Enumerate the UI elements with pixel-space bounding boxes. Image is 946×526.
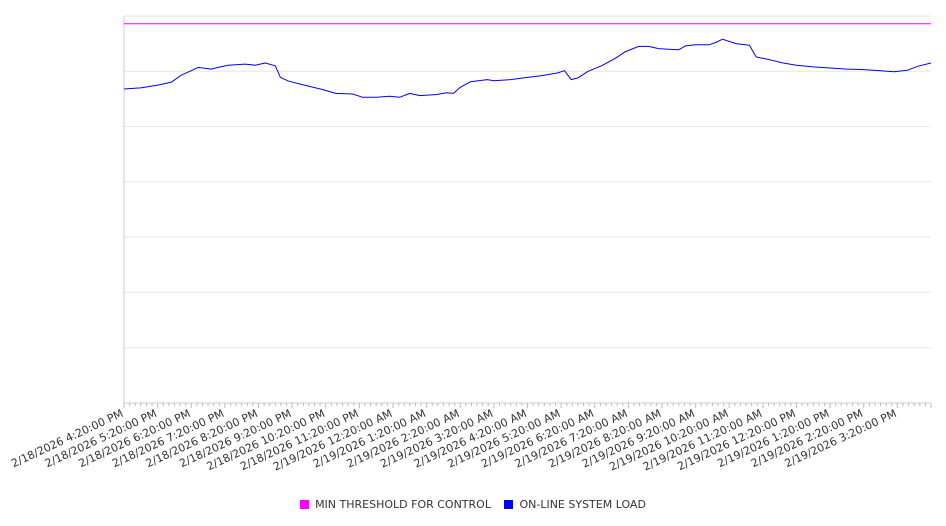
legend-label-system-load: ON-LINE SYSTEM LOAD bbox=[519, 498, 646, 511]
series-line-system-load bbox=[123, 38, 932, 98]
legend-item-threshold[interactable]: MIN THRESHOLD FOR CONTROL bbox=[300, 498, 491, 511]
legend-swatch-threshold bbox=[300, 500, 310, 509]
x-tick-labels: 2/18/2026 4:20:00 PM2/18/2026 5:20:00 PM… bbox=[9, 407, 898, 474]
legend-item-system-load[interactable]: ON-LINE SYSTEM LOAD bbox=[504, 498, 646, 511]
legend-label-threshold: MIN THRESHOLD FOR CONTROL bbox=[315, 498, 491, 511]
series-layer bbox=[123, 23, 932, 98]
axes bbox=[123, 16, 932, 408]
legend-swatch-system-load bbox=[504, 500, 514, 509]
grid bbox=[124, 15, 931, 349]
legend: MIN THRESHOLD FOR CONTROL ON-LINE SYSTEM… bbox=[0, 498, 946, 512]
